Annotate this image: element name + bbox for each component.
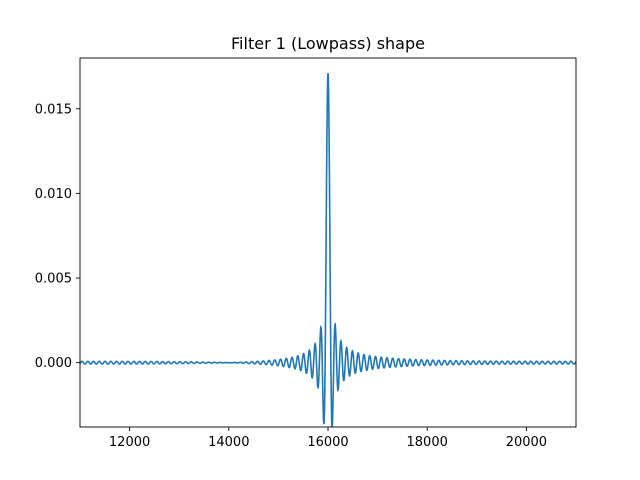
plot-area	[79, 57, 577, 428]
x-tick-label: 18000	[407, 435, 448, 450]
axes-frame	[79, 57, 577, 428]
x-tick-label: 16000	[307, 435, 348, 450]
y-tick-label: 0.015	[35, 102, 72, 117]
y-tick-label: 0.005	[35, 272, 72, 287]
y-tick-label: 0.010	[35, 187, 72, 202]
y-axis: 0.000 0.005 0.010 0.015	[35, 102, 80, 371]
x-tick-label: 14000	[208, 435, 249, 450]
x-axis: 12000 14000 16000 18000 20000	[109, 427, 547, 450]
chart-title: Filter 1 (Lowpass) shape	[231, 34, 425, 53]
x-tick-label: 12000	[109, 435, 150, 450]
y-tick-label: 0.000	[35, 356, 72, 371]
series-line	[79, 73, 577, 427]
x-tick-label: 20000	[506, 435, 547, 450]
